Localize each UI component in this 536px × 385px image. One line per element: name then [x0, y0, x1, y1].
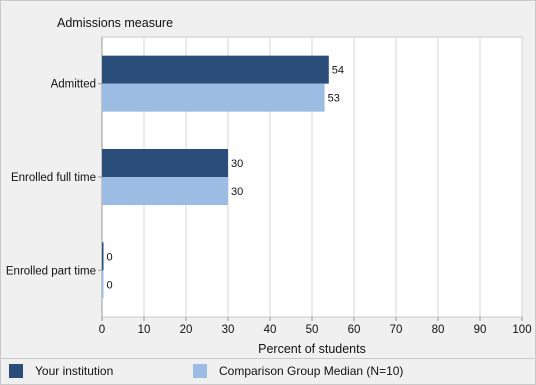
category-label-1: Enrolled full time	[11, 172, 96, 184]
x-tick-label-90: 90	[474, 324, 487, 336]
x-tick-label-10: 10	[138, 324, 151, 336]
x-tick-label-80: 80	[432, 324, 445, 336]
bar-0-0	[102, 55, 329, 84]
chart-title: Admissions measure	[57, 16, 173, 30]
bar-0-1	[102, 83, 325, 112]
bar-label-2-0: 0	[107, 251, 113, 263]
x-axis-label: Percent of students	[258, 342, 366, 356]
legend-label-your-institution: Your institution	[35, 364, 114, 378]
x-tick-label-50: 50	[306, 324, 319, 336]
bar-1-0	[102, 149, 228, 177]
x-tick-label-20: 20	[180, 324, 193, 336]
bar-2-1	[102, 270, 104, 299]
category-label-0: Admitted	[51, 79, 96, 91]
bar-2-0	[102, 242, 104, 271]
legend-swatch-your-institution	[9, 364, 23, 378]
x-tick-label-100: 100	[512, 324, 531, 336]
bar-label-1-0: 30	[231, 158, 243, 170]
legend-label-comparison-group: Comparison Group Median (N=10)	[219, 364, 404, 378]
legend-item-comparison-group: Comparison Group Median (N=10)	[193, 363, 403, 379]
x-tick-label-70: 70	[390, 324, 403, 336]
legend-divider	[0, 358, 534, 359]
x-tick-label-40: 40	[264, 324, 277, 336]
bar-label-0-1: 53	[328, 93, 340, 105]
bar-label-0-0: 54	[332, 65, 344, 77]
legend-item-your-institution: Your institution	[9, 363, 113, 379]
bar-chart: 54 53 30 30 0 0 Admitted Enrolled full time Enr…	[6, 16, 532, 356]
category-labels: Admitted Enrolled full time Enrolled part …	[6, 79, 96, 278]
data-labels: 54 53 30 30 0 0	[107, 65, 345, 292]
legend-swatch-comparison-group	[193, 364, 207, 378]
x-tick-label-60: 60	[348, 324, 361, 336]
bars	[102, 55, 329, 299]
bar-1-1	[102, 177, 228, 205]
x-tick-label-30: 30	[222, 324, 235, 336]
bar-label-2-1: 0	[107, 279, 113, 291]
x-tick-labels: 0 10 20 30 40 50 60 70 80 90 100	[99, 324, 532, 336]
bar-label-1-1: 30	[231, 186, 243, 198]
category-label-2: Enrolled part time	[6, 265, 96, 277]
x-tick-label-0: 0	[99, 324, 105, 336]
legend: Your institution Comparison Group Median…	[0, 359, 534, 383]
